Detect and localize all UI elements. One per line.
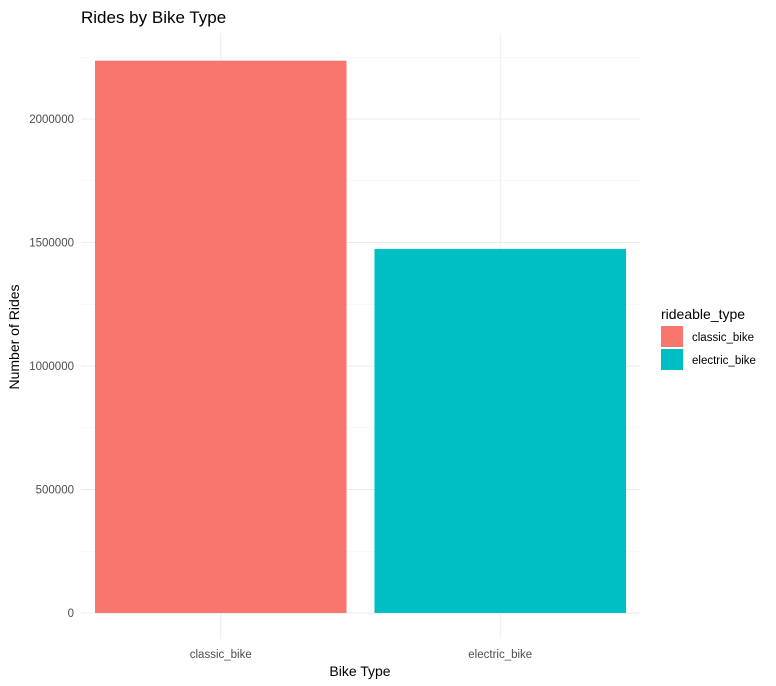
legend-label: classic_bike bbox=[692, 332, 754, 344]
chart-title: Rides by Bike Type bbox=[81, 8, 226, 27]
y-tick-label: 500000 bbox=[36, 485, 74, 497]
legend: rideable_type classic_bike electric_bike bbox=[661, 306, 756, 370]
x-axis-ticks: classic_bike electric_bike bbox=[190, 649, 532, 661]
bars bbox=[94, 60, 627, 613]
y-tick-label: 1000000 bbox=[29, 361, 74, 373]
x-tick-label: classic_bike bbox=[190, 649, 252, 661]
x-tick-label: electric_bike bbox=[468, 649, 532, 661]
y-tick-label: 2000000 bbox=[29, 114, 74, 126]
y-axis-ticks: 0 500000 1000000 1500000 2000000 bbox=[29, 114, 74, 620]
x-axis-title: Bike Type bbox=[329, 663, 390, 679]
y-tick-label: 1500000 bbox=[29, 238, 74, 250]
legend-label: electric_bike bbox=[692, 355, 756, 367]
y-tick-label: 0 bbox=[68, 608, 74, 620]
legend-swatch bbox=[661, 326, 683, 347]
bar-electric-bike bbox=[374, 248, 627, 613]
legend-title: rideable_type bbox=[661, 306, 745, 322]
y-axis-title: Number of Rides bbox=[6, 284, 22, 389]
legend-swatch bbox=[661, 349, 683, 370]
bar-classic-bike bbox=[94, 60, 347, 613]
